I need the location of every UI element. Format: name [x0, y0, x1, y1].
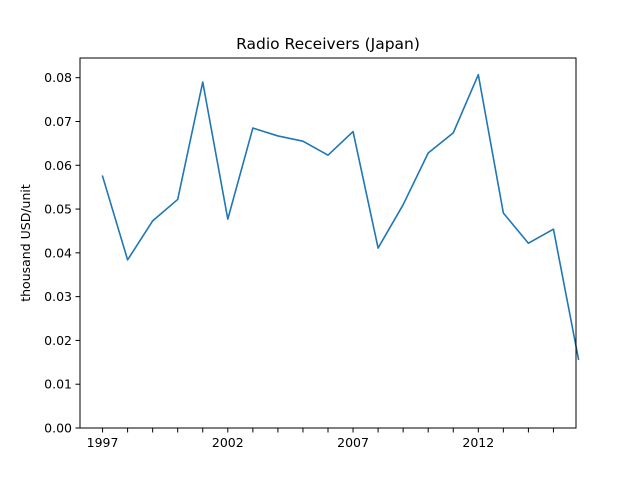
series-line-0 [101, 73, 580, 361]
y-tick-label: 0.01 [44, 377, 72, 392]
y-tick-label: 0.07 [44, 114, 72, 129]
y-tick-label: 0.08 [44, 70, 72, 85]
series-layer [101, 73, 580, 361]
y-tick-label: 0.04 [44, 245, 72, 260]
y-tick-label: 0.03 [44, 289, 72, 304]
x-tick-label: 2012 [462, 435, 494, 450]
y-tick-label: 0.02 [44, 333, 72, 348]
y-tick-label: 0.05 [44, 202, 72, 217]
x-tick-label: 1997 [87, 435, 119, 450]
chart-title: Radio Receivers (Japan) [236, 35, 420, 53]
y-tick-label: 0.06 [44, 158, 72, 173]
plot-frame [79, 57, 577, 429]
x-tick-label: 2007 [337, 435, 369, 450]
y-axis-label: thousand USD/unit [18, 184, 33, 302]
y-axis: 0.00 0.01 0.02 0.03 0.04 0.05 0.06 0.07 0.08 [44, 70, 80, 436]
x-tick-label: 2002 [212, 435, 244, 450]
y-tick-label: 0.00 [44, 421, 72, 436]
x-axis: 1997 2002 2007 2012 [87, 428, 554, 450]
